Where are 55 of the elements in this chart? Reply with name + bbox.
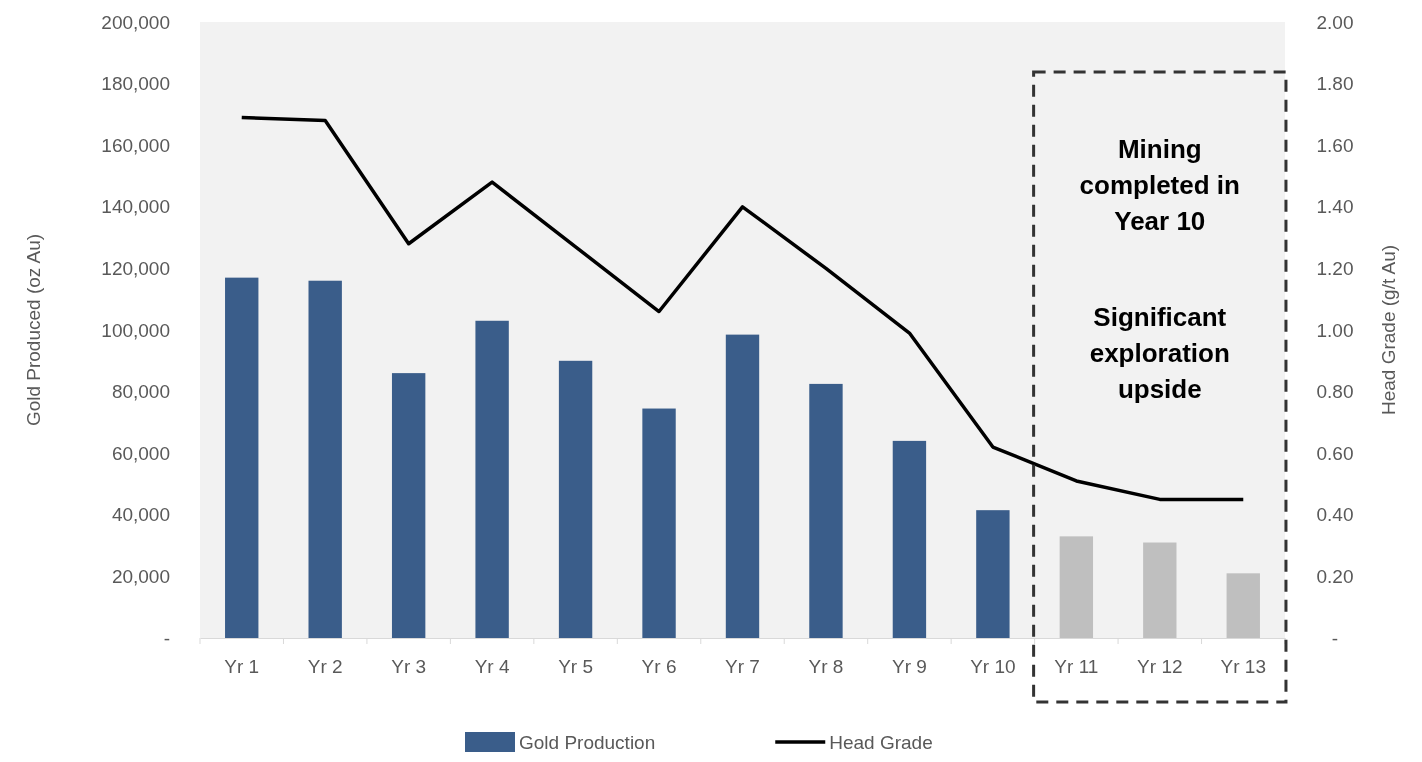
y2-tick-label: 2.00 bbox=[1316, 11, 1354, 33]
x-tick-label: Yr 5 bbox=[558, 656, 594, 678]
y2-tick-label: - bbox=[1331, 627, 1339, 649]
y-tick-label: - bbox=[163, 627, 170, 649]
y-tick-label: 100,000 bbox=[101, 319, 170, 341]
y-tick-label: 180,000 bbox=[101, 73, 170, 95]
y2-tick-label: 1.00 bbox=[1316, 319, 1354, 341]
y2-tick-label: 1.60 bbox=[1316, 134, 1354, 156]
y-axis-title: Gold Produced (oz Au) bbox=[23, 233, 44, 427]
y2-tick-label: 1.40 bbox=[1316, 196, 1354, 218]
y-tick-label: 40,000 bbox=[111, 504, 170, 526]
y-tick-label: 200,000 bbox=[101, 11, 170, 33]
x-tick-label: Yr 2 bbox=[307, 656, 343, 678]
x-tick-label: Yr 7 bbox=[725, 656, 760, 678]
legend-label: Gold Production bbox=[519, 732, 656, 753]
x-tick-label: Yr 9 bbox=[891, 656, 927, 678]
x-tick-label: Yr 12 bbox=[1137, 656, 1183, 678]
bar bbox=[642, 408, 676, 638]
bar bbox=[391, 373, 426, 638]
bar bbox=[892, 440, 927, 638]
x-tick-label: Yr 6 bbox=[641, 656, 677, 678]
bar bbox=[475, 320, 509, 638]
y2-tick-label: 1.20 bbox=[1316, 257, 1354, 279]
y-tick-label: 60,000 bbox=[111, 442, 170, 464]
y2-tick-label: 0.80 bbox=[1316, 381, 1354, 403]
annotation: Mining completed in Year 10 bbox=[1079, 134, 1240, 236]
y-tick-label: 80,000 bbox=[111, 381, 170, 403]
annotation: Significant exploration upside bbox=[1089, 302, 1230, 404]
y-tick-label: 140,000 bbox=[101, 196, 170, 218]
x-tick-label: Yr 4 bbox=[474, 656, 510, 678]
x-tick-label: Yr 11 bbox=[1054, 656, 1099, 678]
bar bbox=[558, 360, 593, 638]
y2-tick-label: 1.80 bbox=[1316, 73, 1354, 95]
bar bbox=[1059, 536, 1094, 638]
bar bbox=[308, 280, 342, 638]
y2-tick-label: 0.20 bbox=[1316, 565, 1354, 587]
x-tick-label: Yr 13 bbox=[1220, 656, 1266, 678]
bar bbox=[1143, 542, 1177, 638]
legend-label: Head Grade bbox=[829, 732, 933, 753]
x-tick-label: Yr 3 bbox=[391, 656, 427, 678]
bar bbox=[976, 510, 1010, 638]
y2-tick-label: 0.60 bbox=[1316, 442, 1354, 464]
x-tick-label: Yr 1 bbox=[224, 656, 260, 678]
x-tick-label: Yr 8 bbox=[808, 656, 844, 678]
bar bbox=[809, 383, 843, 638]
y-tick-label: 20,000 bbox=[111, 565, 170, 587]
y-tick-label: 120,000 bbox=[101, 257, 170, 279]
bar bbox=[225, 277, 259, 638]
bar bbox=[1226, 573, 1260, 638]
y-tick-label: 160,000 bbox=[101, 134, 170, 156]
x-tick-label: Yr 10 bbox=[970, 656, 1016, 678]
line-series bbox=[239, 115, 1246, 502]
y2-axis-title: Head Grade (g/t Au) bbox=[1378, 244, 1399, 416]
bar bbox=[725, 334, 760, 638]
y2-tick-label: 0.40 bbox=[1316, 504, 1354, 526]
